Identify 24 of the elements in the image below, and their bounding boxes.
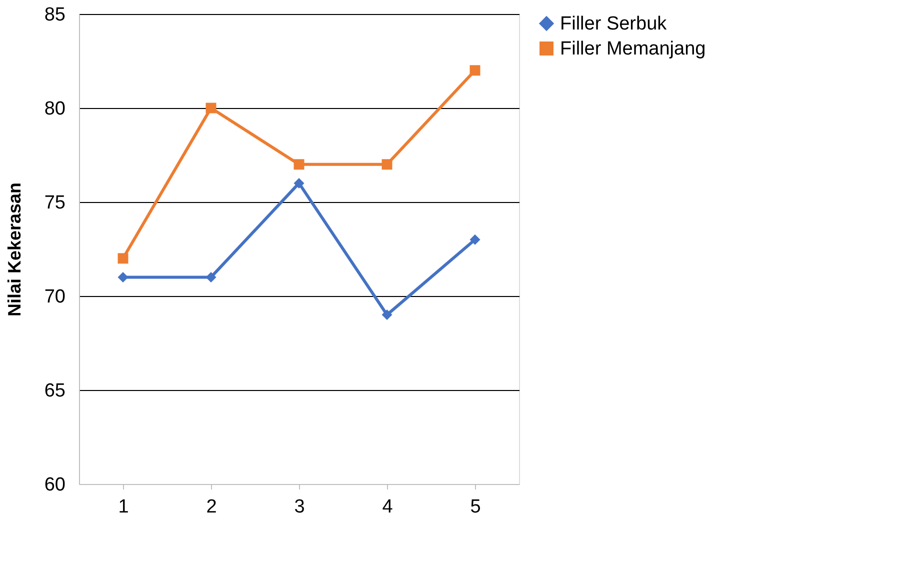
- point: [118, 253, 128, 264]
- y-tick-label: 85: [44, 4, 66, 26]
- point: [294, 159, 304, 170]
- legend-label: Filler Memanjang: [560, 38, 706, 60]
- y-tick-label: 60: [44, 474, 66, 496]
- point: [118, 272, 128, 282]
- y-tick-label: 70: [44, 286, 66, 308]
- point: [206, 272, 216, 282]
- x-tick-label: 1: [118, 496, 129, 518]
- point: [382, 159, 392, 170]
- y-tick-label: 65: [44, 380, 66, 402]
- x-tick-label: 4: [382, 496, 394, 518]
- y-axis-title: Nilai Kekerasan: [4, 182, 24, 317]
- point: [470, 65, 480, 76]
- point: [382, 310, 392, 320]
- y-tick-label: 80: [44, 98, 66, 120]
- y-tick-label: 75: [44, 192, 66, 214]
- point: [206, 102, 216, 114]
- point: [470, 234, 480, 245]
- legend-label: Filler Serbuk: [560, 14, 668, 34]
- x-tick-label: 5: [470, 496, 481, 518]
- x-tick-label: 2: [206, 496, 217, 518]
- x-tick-label: 3: [294, 496, 305, 518]
- point: [294, 178, 304, 188]
